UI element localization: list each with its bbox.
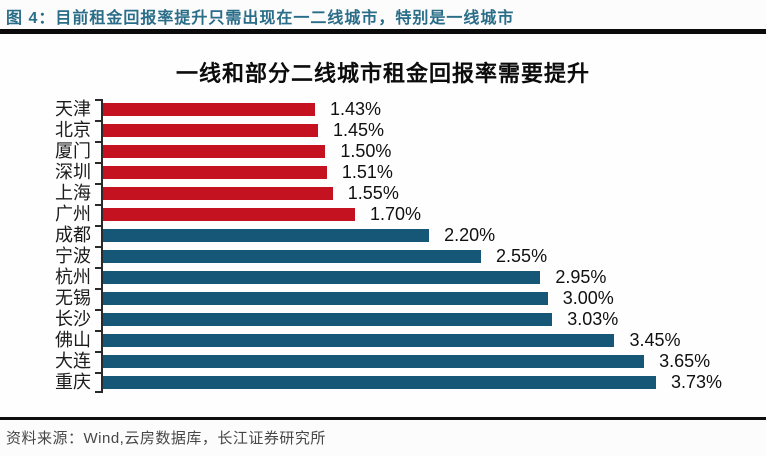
bar-rows: 天津 1.43% 北京 1.45% 厦门 1.50% 深圳 1.51% 上海 1…	[8, 99, 758, 393]
value-label: 1.55%	[347, 183, 399, 203]
value-label: 1.70%	[370, 204, 422, 224]
city-label: 上海	[55, 183, 91, 203]
value-label: 1.43%	[329, 99, 382, 119]
bar	[103, 145, 326, 158]
value-label: 2.95%	[555, 267, 607, 287]
plot-area: 天津 1.43% 北京 1.45% 厦门 1.50% 深圳 1.51% 上海 1…	[8, 99, 758, 393]
bar-track: 2.95%	[101, 267, 696, 288]
bar-row: 无锡 3.00%	[8, 288, 758, 309]
bar-track: 1.43%	[101, 99, 696, 120]
bar-row: 成都 2.20%	[8, 225, 758, 246]
bar-row: 天津 1.43%	[8, 99, 758, 120]
value-label: 3.45%	[629, 330, 681, 350]
bar-row: 大连 3.65%	[8, 351, 758, 372]
bar	[103, 292, 548, 305]
header-separator-rule	[0, 29, 766, 34]
bar-track: 2.20%	[101, 225, 696, 246]
axis-tick	[95, 183, 101, 185]
city-label: 杭州	[55, 267, 91, 287]
bar	[103, 250, 482, 263]
value-label: 1.51%	[341, 162, 393, 182]
bar	[103, 313, 553, 326]
city-label: 无锡	[55, 288, 91, 308]
axis-tick	[95, 351, 101, 353]
bar-row: 长沙 3.03%	[8, 309, 758, 330]
value-label: 2.55%	[496, 246, 548, 266]
bar-track: 3.65%	[101, 351, 710, 372]
axis-tick	[95, 372, 101, 374]
bar-track: 3.00%	[101, 288, 696, 309]
bar	[103, 229, 430, 242]
axis-tick	[95, 288, 101, 290]
value-label: 2.20%	[444, 225, 496, 245]
bar	[103, 208, 356, 221]
bar-row: 杭州 2.95%	[8, 267, 758, 288]
bar-row: 重庆 3.73%	[8, 372, 758, 393]
bar-row: 深圳 1.51%	[8, 162, 758, 183]
city-label: 宁波	[55, 246, 91, 266]
axis-tick	[95, 267, 101, 269]
bar-row: 宁波 2.55%	[8, 246, 758, 267]
axis-tick	[95, 120, 101, 122]
bar-track: 1.55%	[101, 183, 696, 204]
axis-tick	[95, 225, 101, 227]
city-label: 重庆	[55, 372, 91, 392]
axis-tick	[95, 309, 101, 311]
bar-track: 3.03%	[101, 309, 696, 330]
value-label: 3.00%	[562, 288, 614, 308]
bar-track: 1.50%	[101, 141, 696, 162]
figure-header: 图 4：目前租金回报率提升只需出现在一二线城市，特别是一线城市	[6, 10, 515, 27]
bar	[103, 103, 315, 116]
city-label: 北京	[55, 120, 91, 140]
city-label: 广州	[55, 204, 91, 224]
city-label: 佛山	[55, 330, 91, 350]
bar	[103, 376, 656, 389]
source-note: 资料来源：Wind,云房数据库，长江证券研究所	[6, 430, 326, 447]
value-label: 3.65%	[659, 351, 711, 371]
chart-title: 一线和部分二线城市租金回报率需要提升	[175, 61, 590, 86]
bar	[103, 334, 615, 347]
bar	[103, 166, 327, 179]
city-label: 成都	[55, 225, 91, 245]
bar	[103, 187, 333, 200]
axis-tick	[95, 246, 101, 248]
bar	[103, 355, 645, 368]
city-label: 长沙	[55, 309, 91, 329]
city-label: 厦门	[55, 141, 91, 161]
bar-track: 1.51%	[101, 162, 696, 183]
axis-tick	[95, 391, 101, 393]
axis-tick	[95, 141, 101, 143]
bar	[103, 124, 318, 137]
bar-track: 3.45%	[101, 330, 696, 351]
bar-track: 1.45%	[101, 120, 696, 141]
city-label: 天津	[55, 99, 91, 119]
bar-row: 厦门 1.50%	[8, 141, 758, 162]
bar-row: 广州 1.70%	[8, 204, 758, 225]
axis-tick	[95, 162, 101, 164]
bar-row: 上海 1.55%	[8, 183, 758, 204]
axis-tick	[95, 99, 101, 101]
value-label: 3.73%	[670, 372, 723, 392]
axis-tick	[95, 204, 101, 206]
axis-tick	[95, 330, 101, 332]
bar-row: 佛山 3.45%	[8, 330, 758, 351]
value-label: 3.03%	[567, 309, 619, 329]
bar-track: 3.73%	[101, 372, 722, 393]
bar-chart: 一线和部分二线城市租金回报率需要提升 天津 1.43% 北京 1.45% 厦门 …	[0, 34, 766, 417]
bar-track: 1.70%	[101, 204, 696, 225]
bar-track: 2.55%	[101, 246, 696, 267]
city-label: 深圳	[55, 162, 91, 182]
footer-separator-rule	[0, 417, 766, 420]
value-label: 1.45%	[332, 120, 384, 140]
value-label: 1.50%	[340, 141, 392, 161]
bar-row: 北京 1.45%	[8, 120, 758, 141]
city-label: 大连	[55, 351, 91, 371]
bar	[103, 271, 541, 284]
